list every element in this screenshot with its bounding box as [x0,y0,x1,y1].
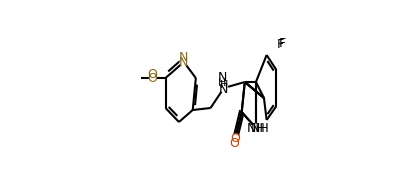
Text: N: N [219,83,229,96]
Text: O: O [229,137,239,150]
Text: N: N [217,71,227,84]
Text: NH: NH [246,121,265,135]
Text: NH: NH [251,121,270,135]
Circle shape [149,75,156,81]
Text: O: O [231,131,241,145]
Text: F: F [278,37,285,50]
Text: O: O [148,72,158,85]
Circle shape [278,42,283,48]
Circle shape [220,84,228,92]
Circle shape [180,58,187,65]
Circle shape [232,135,239,141]
Text: N: N [179,55,189,68]
Text: F: F [277,38,284,51]
Text: N: N [179,51,189,64]
Circle shape [252,124,260,132]
Text: O: O [148,68,158,81]
Text: H: H [220,80,228,90]
Text: H: H [218,78,226,88]
